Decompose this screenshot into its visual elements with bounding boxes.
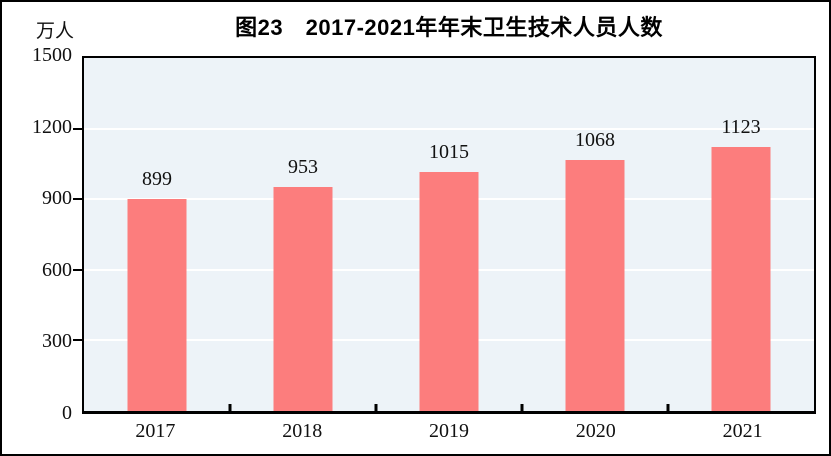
chart-title: 图23 2017-2021年年末卫生技术人员人数: [235, 15, 663, 40]
bar-value-label: 953: [288, 155, 318, 178]
y-axis-unit-label: 万人: [36, 21, 75, 42]
y-axis-tick-labels: 0 300 600 900 1200 1500: [2, 44, 72, 424]
bar-value-label: 1123: [721, 115, 761, 138]
y-tick-label: 1200: [32, 115, 72, 138]
x-tick-mark: [228, 404, 232, 411]
y-tick-label: 1500: [32, 44, 72, 67]
x-tick-label: 2019: [429, 420, 469, 442]
y-tick-mark: [73, 127, 82, 130]
bar: [419, 172, 479, 411]
y-tick-mark: [73, 339, 82, 342]
y-tick-label: 300: [42, 330, 72, 353]
x-tick-mark: [666, 404, 670, 411]
gridline: [84, 127, 814, 130]
bar: [273, 186, 333, 411]
bar-value-label: 1015: [429, 141, 469, 164]
bar-value-label: 1068: [575, 128, 615, 151]
x-axis-tick-labels: 2017 2018 2019 2020 2021: [82, 415, 816, 451]
y-tick-mark: [73, 268, 82, 271]
x-tick-mark: [520, 404, 524, 411]
bar: [565, 159, 625, 411]
x-tick-label: 2020: [575, 420, 616, 442]
x-tick-label: 2021: [722, 420, 763, 442]
x-tick-mark: [374, 404, 378, 411]
x-tick-label: 2017: [135, 420, 176, 442]
bar-value-label: 899: [142, 168, 172, 191]
y-tick-label: 900: [42, 187, 72, 210]
plot-area: 899 953 1015 1068 1123: [73, 56, 816, 414]
bar: [711, 146, 771, 411]
y-tick-label: 0: [62, 402, 72, 425]
y-tick-mark: [73, 198, 82, 201]
y-tick-label: 600: [42, 258, 72, 281]
x-tick-label: 2018: [282, 420, 323, 442]
bar: [127, 199, 187, 411]
